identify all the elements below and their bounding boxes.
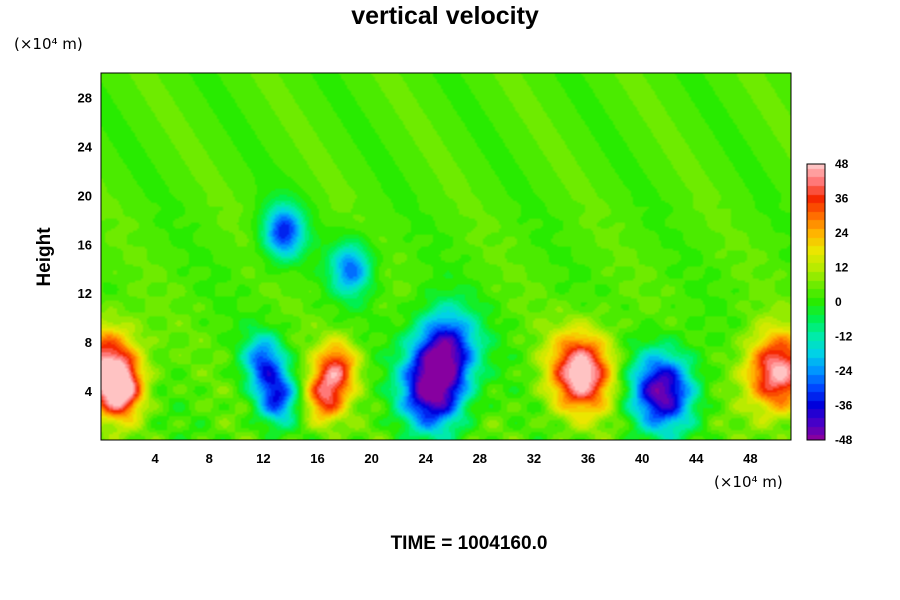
plot-frame xyxy=(100,72,792,441)
x-tick-label: 24 xyxy=(418,451,433,466)
colorbar-tick-label: 24 xyxy=(835,226,849,240)
colorbar: 48 36 24 12 0 -12 -24 -36 -48 xyxy=(806,157,853,447)
x-tick-label: 32 xyxy=(527,451,541,466)
x-tick-label: 4 xyxy=(152,451,160,466)
colorbar-tick-label: 48 xyxy=(835,157,849,171)
colorbar-tick-label: -24 xyxy=(835,364,853,378)
colorbar-frame xyxy=(806,163,826,441)
y-axis-unit: (×10⁴ m) xyxy=(14,35,83,53)
colorbar-tick-label: -48 xyxy=(835,433,853,447)
colorbar-tick-label: 36 xyxy=(835,192,849,206)
chart-title: vertical velocity xyxy=(351,2,539,30)
x-tick-label: 44 xyxy=(689,451,704,466)
colorbar-tick-label: 12 xyxy=(835,261,849,275)
x-tick-label: 28 xyxy=(473,451,487,466)
y-tick-label: 20 xyxy=(78,188,92,203)
colorbar-ticks: 48 36 24 12 0 -12 -24 -36 -48 xyxy=(835,157,853,447)
colorbar-gradient xyxy=(807,164,825,440)
colorbar-tick-label: -36 xyxy=(835,399,853,413)
colorbar-tick-label: -12 xyxy=(835,330,853,344)
x-axis-ticks: 4 8 12 16 20 24 28 32 36 40 44 48 xyxy=(152,451,758,466)
y-tick-label: 24 xyxy=(78,139,93,154)
y-tick-label: 28 xyxy=(78,90,92,105)
y-axis-ticks: 4 8 12 16 20 24 28 xyxy=(78,90,93,399)
y-tick-label: 4 xyxy=(85,384,93,399)
x-tick-label: 48 xyxy=(743,451,757,466)
x-tick-label: 40 xyxy=(635,451,649,466)
y-tick-label: 12 xyxy=(78,286,92,301)
x-tick-label: 8 xyxy=(206,451,213,466)
plot-area xyxy=(100,72,792,441)
colorbar-tick-label: 0 xyxy=(835,295,842,309)
x-axis-unit: (×10⁴ m) xyxy=(714,473,783,491)
x-tick-label: 36 xyxy=(581,451,595,466)
y-tick-label: 16 xyxy=(78,237,92,252)
y-axis-label: Height xyxy=(34,227,55,287)
heatmap-field xyxy=(101,73,791,440)
x-tick-label: 16 xyxy=(310,451,324,466)
x-tick-label: 20 xyxy=(364,451,378,466)
time-label: TIME = 1004160.0 xyxy=(391,533,548,554)
y-tick-label: 8 xyxy=(85,335,92,350)
x-tick-label: 12 xyxy=(256,451,270,466)
